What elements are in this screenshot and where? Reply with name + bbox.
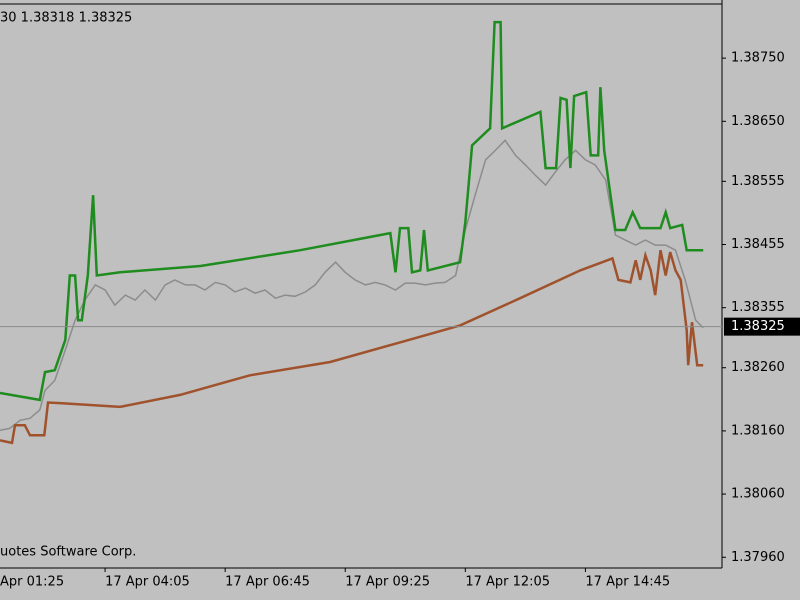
current-price-box <box>724 317 800 336</box>
y-tick-label: 1.38650 <box>731 114 785 129</box>
y-tick-label: 1.38355 <box>731 300 785 315</box>
x-tick-label: 17 Apr 04:05 <box>105 575 190 590</box>
x-tick-label: 17 Apr 12:05 <box>465 575 550 590</box>
y-tick-label: 1.37960 <box>731 550 785 565</box>
x-tick-label: 17 Apr 14:45 <box>585 575 670 590</box>
price-line <box>0 249 704 445</box>
y-tick-label: 1.38750 <box>731 51 785 66</box>
series-group <box>0 20 704 445</box>
y-tick-label: 1.38260 <box>731 360 785 375</box>
y-tick-label: 1.38455 <box>731 237 785 252</box>
y-tick-label: 1.38060 <box>731 487 785 502</box>
x-tick-label: Apr 01:25 <box>0 575 64 590</box>
header-info: 30 1.38318 1.38325 <box>0 11 132 26</box>
copyright: uotes Software Corp. <box>0 545 136 560</box>
y-tick-label: 1.38555 <box>731 174 785 189</box>
price-line <box>0 20 704 402</box>
x-tick-label: 17 Apr 06:45 <box>225 575 310 590</box>
current-price-label: 1.38325 <box>731 319 785 334</box>
y-tick-label: 1.38160 <box>731 423 785 438</box>
x-tick-label: 17 Apr 09:25 <box>345 575 430 590</box>
price-line <box>0 139 704 432</box>
